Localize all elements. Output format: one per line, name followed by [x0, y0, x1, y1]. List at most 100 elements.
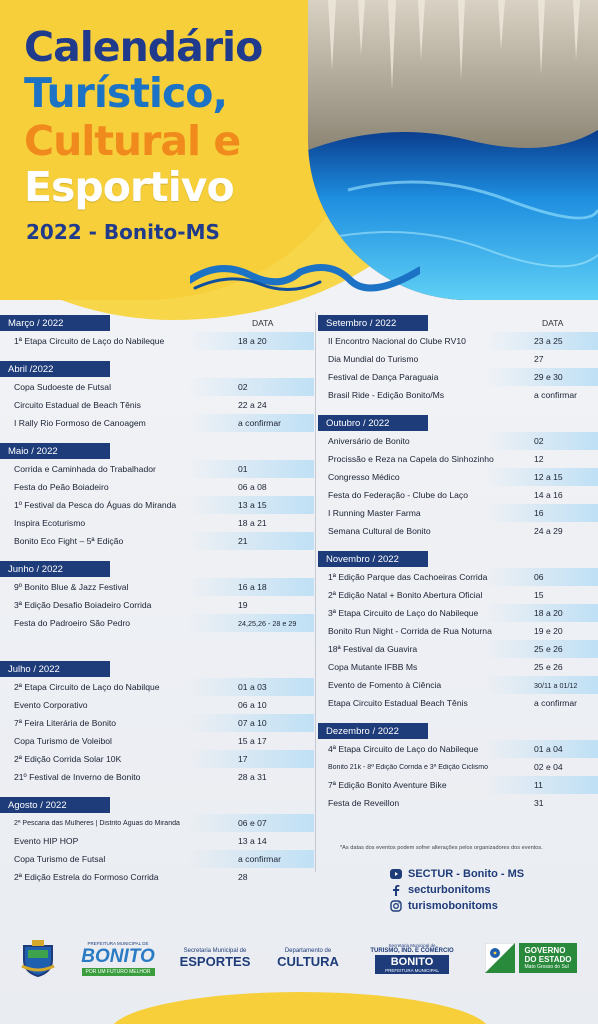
- event-name: 7ª Feira Literária de Bonito: [14, 718, 117, 728]
- governo-ms-logo: GOVERNO DO ESTADO Mato Grosso do Sul: [478, 935, 584, 981]
- event-date: 21: [238, 536, 248, 546]
- month-label: Setembro / 2022: [318, 315, 428, 331]
- event-name: 9º Bonito Blue & Jazz Festival: [14, 582, 129, 592]
- event-date: 17: [238, 754, 248, 764]
- bonito-coat-of-arms-icon: [14, 935, 62, 981]
- event-date: 22 a 24: [238, 400, 267, 410]
- facebook-icon: [390, 884, 402, 896]
- event-row: Congresso Médico 12 a 15: [318, 468, 598, 486]
- event-date: 23 a 25: [534, 336, 563, 346]
- event-date: 18 a 21: [238, 518, 267, 528]
- title-line-2: Turístico,: [24, 69, 228, 117]
- month-header: Outubro / 2022: [318, 414, 598, 432]
- event-date: 06 a 10: [238, 700, 267, 710]
- month-label: Dezembro / 2022: [318, 723, 428, 739]
- event-date: 25 e 26: [534, 644, 563, 654]
- event-name: Procissão e Reza na Capela do Sinhozinho: [328, 454, 494, 464]
- event-date: 01 a 03: [238, 682, 267, 692]
- event-date: 16 a 18: [238, 582, 267, 592]
- ms-flag-icon: [484, 942, 516, 974]
- event-date: 19: [238, 600, 248, 610]
- event-row: Circuito Estadual de Beach Tênis 22 a 24: [0, 396, 314, 414]
- event-name: Festa do Peão Boiadeiro: [14, 482, 109, 492]
- youtube-label: SECTUR - Bonito - MS: [408, 868, 525, 880]
- event-name: Congresso Médico: [328, 472, 400, 482]
- footer-yellow-shape: [110, 992, 490, 1024]
- subtitle: 2022 - Bonito-MS: [26, 220, 220, 244]
- event-row: 7ª Edição Bonito Aventure Bike 11: [318, 776, 598, 794]
- event-name: Evento Corporativo: [14, 700, 88, 710]
- event-name: 2ª Pescaria das Mulheres | Distrito Água…: [14, 819, 180, 827]
- event-date: 30/11 a 01/12: [534, 680, 578, 690]
- event-date: a confirmar: [238, 854, 281, 864]
- event-name: Circuito Estadual de Beach Tênis: [14, 400, 141, 410]
- event-date: 29 e 30: [534, 372, 563, 382]
- event-name: Evento HIP HOP: [14, 836, 79, 846]
- event-name: 2ª Edição Estrela do Formoso Corrida: [14, 872, 159, 882]
- month-label: Junho / 2022: [0, 561, 110, 577]
- month-label: Abril /2022: [0, 361, 110, 377]
- event-date: 12 a 15: [534, 472, 563, 482]
- event-row: Festa do Padroeiro São Pedro 24,25,26 - 2…: [0, 614, 314, 632]
- month-gap: [318, 540, 598, 550]
- event-row: Copa Turismo de Voleibol 15 a 17: [0, 732, 314, 750]
- event-name: 1º Festival da Pesca do Águas do Miranda: [14, 500, 177, 510]
- event-row: 2ª Edição Estrela do Formoso Corrida 28: [0, 868, 314, 886]
- youtube-link[interactable]: SECTUR - Bonito - MS: [390, 866, 524, 882]
- event-name: 3ª Etapa Circuito de Laço do Nabileque: [328, 608, 479, 618]
- event-date: 28 a 31: [238, 772, 267, 782]
- facebook-link[interactable]: secturbonitoms: [390, 882, 524, 898]
- footnote: *As datas dos eventos podem sofrer alter…: [340, 845, 543, 851]
- event-row: Inspira Ecoturismo 18 a 21: [0, 514, 314, 532]
- month-gap: [0, 650, 314, 660]
- month-header: Junho / 2022: [0, 560, 314, 578]
- month-label: Maio / 2022: [0, 443, 110, 459]
- event-row: Bonito 21k - 8ª Edição Corrida e 3ª Ediç…: [318, 758, 598, 776]
- event-name: Bonito Run Night - Corrida de Rua Noturn…: [328, 626, 492, 636]
- event-row: Evento HIP HOP 13 a 14: [0, 832, 314, 850]
- instagram-link[interactable]: turismobonitoms: [390, 898, 524, 914]
- date-column-header: DATA: [252, 318, 274, 328]
- event-date: a confirmar: [534, 390, 577, 400]
- event-name: 4ª Etapa Circuito de Laço do Nabileque: [328, 744, 479, 754]
- event-row: 2ª Pescaria das Mulheres | Distrito Água…: [0, 814, 314, 832]
- column-divider: [315, 312, 316, 872]
- event-row: Copa Sudoeste de Futsal 02: [0, 378, 314, 396]
- event-date: 18 a 20: [238, 336, 267, 346]
- event-row: I Rally Rio Formoso de Canoagem a confirm…: [0, 414, 314, 432]
- event-row: Brasil Ride - Edição Bonito/Ms a confirma…: [318, 386, 598, 404]
- event-name: Copa Turismo de Voleibol: [14, 736, 112, 746]
- title-line-4: Esportivo: [24, 163, 235, 211]
- event-name: Corrida e Caminhada do Trabalhador: [14, 464, 156, 474]
- event-date: 25 e 26: [534, 662, 563, 672]
- date-column-header: DATA: [542, 318, 564, 328]
- event-name: Aniversário de Bonito: [328, 436, 410, 446]
- event-row: I Running Master Farma 16: [318, 504, 598, 522]
- event-row: 4ª Etapa Circuito de Laço do Nabileque 01…: [318, 740, 598, 758]
- event-name: Evento de Fomento à Ciência: [328, 680, 442, 690]
- event-date: 24 a 29: [534, 526, 563, 536]
- event-row: 9º Bonito Blue & Jazz Festival 16 a 18: [0, 578, 314, 596]
- month-label: Novembro / 2022: [318, 551, 428, 567]
- instagram-icon: [390, 900, 402, 912]
- event-name: I Rally Rio Formoso de Canoagem: [14, 418, 146, 428]
- event-date: 02: [534, 436, 544, 446]
- esportes-logo: Secretaria Municipal de ESPORTES: [179, 947, 251, 969]
- event-name: Semana Cultural de Bonito: [328, 526, 431, 536]
- event-date: 12: [534, 454, 544, 464]
- month-header: Maio / 2022: [0, 442, 314, 460]
- month-header: Setembro / 2022 DATA: [318, 314, 598, 332]
- cave-lake-photo: [308, 0, 598, 300]
- event-row: 3ª Etapa Circuito de Laço do Nabileque 18…: [318, 604, 598, 622]
- event-name: 1ª Etapa Circuito de Laço do Nabileque: [14, 336, 165, 346]
- month-label: Agosto / 2022: [0, 797, 110, 813]
- title-line-1: Calendário: [24, 23, 263, 71]
- event-row: 1ª Etapa Circuito de Laço do Nabileque 18…: [0, 332, 314, 350]
- event-name: 2ª Edição Corrida Solar 10K: [14, 754, 122, 764]
- month-gap: [0, 350, 314, 360]
- event-name: 2ª Etapa Circuito de Laço do Nabilque: [14, 682, 160, 692]
- event-row: 1ª Edição Parque das Cachoeiras Corrida 0…: [318, 568, 598, 586]
- event-name: 21º Festival de Inverno de Bonito: [14, 772, 141, 782]
- event-row: Evento Corporativo 06 a 10: [0, 696, 314, 714]
